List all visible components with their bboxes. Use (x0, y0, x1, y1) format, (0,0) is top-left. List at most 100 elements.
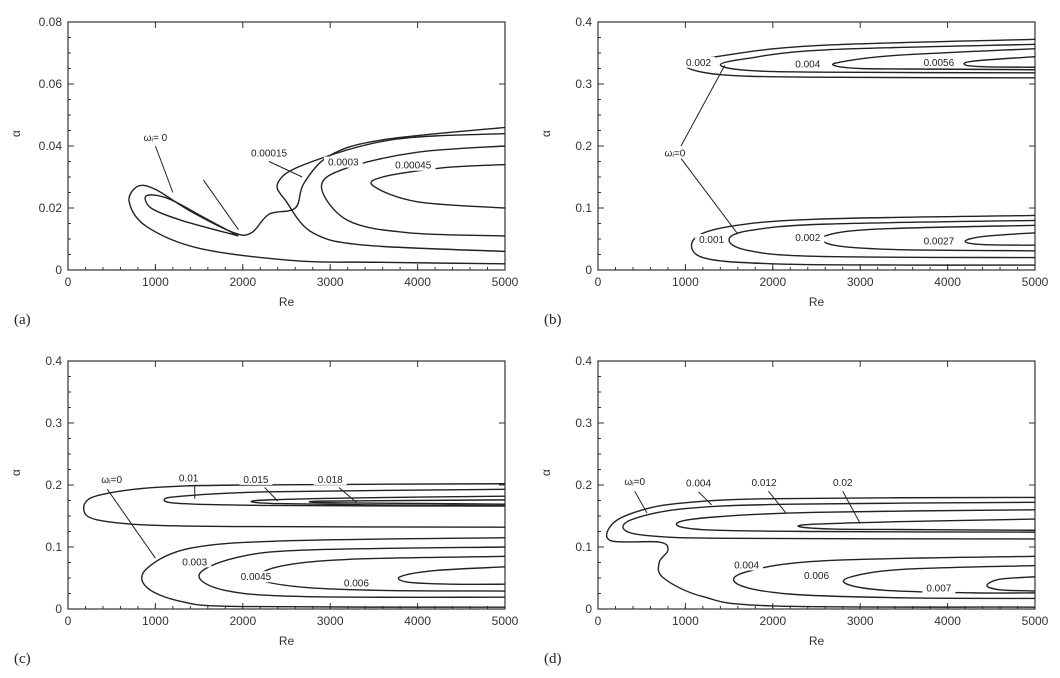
y-tick-label: 0.3 (575, 77, 592, 91)
contour-label-bg (791, 58, 825, 70)
contour-line (276, 132, 506, 253)
x-tick-label: 1000 (672, 614, 699, 628)
contour-label: ωᵢ=0 (624, 477, 645, 488)
contour-label: 0.004 (795, 60, 820, 71)
x-tick-label: 0 (65, 275, 72, 289)
contour-line (397, 566, 506, 586)
y-axis-label: α (539, 130, 553, 137)
x-tick-label: 0 (595, 275, 602, 289)
contour-line (719, 43, 1036, 74)
contour-label-bg (236, 571, 276, 583)
y-tick-label: 0.04 (39, 139, 63, 153)
x-tick-label: 1000 (142, 614, 169, 628)
contour-label-bg (747, 477, 781, 488)
contour-line (163, 488, 506, 507)
contour-chart-d: 0 1000 2000 3000 4000 5000 0 0.1 0.2 0.3 0.4 Re α (d)… (539, 354, 1049, 667)
x-tick-label: 4000 (934, 614, 961, 628)
contour-label: 0.018 (318, 475, 343, 486)
contour-line (605, 496, 1036, 608)
y-tick-label: 0 (55, 602, 62, 616)
y-tick-label: 0 (585, 602, 592, 616)
panel-label: (d) (544, 651, 562, 667)
contour-chart-c: 0 1000 2000 3000 4000 5000 0 0.1 0.2 0.3 0.4 Re α (c)… (9, 354, 519, 667)
x-tick-label: 5000 (492, 275, 519, 289)
contour-line (258, 555, 506, 592)
contour-label: 0.003 (182, 557, 207, 568)
contour-line (320, 145, 506, 237)
contour-line (250, 495, 506, 507)
x-tick-label: 5000 (1022, 275, 1049, 289)
contour-label: 0.004 (734, 560, 759, 571)
leader-line (842, 490, 861, 524)
contour-line (141, 537, 506, 608)
contour-label: 0.001 (699, 235, 724, 246)
contour-line (842, 564, 1036, 594)
contour-chart-a: 0 1000 2000 3000 4000 5000 0 0.02 0.04 0.06 0.08 Re… (9, 15, 519, 328)
contour-label-bg (246, 147, 292, 159)
contour-label: 0.012 (752, 478, 777, 489)
contour-line (370, 163, 506, 209)
chart-panel-c: 0 1000 2000 3000 4000 5000 0 0.1 0.2 0.3 0.4 Re α (c)… (0, 339, 519, 678)
y-tick-label: 0.3 (45, 416, 62, 430)
contour-label: 0.006 (344, 578, 369, 589)
contour-line (728, 219, 1036, 259)
contour-line (128, 126, 506, 265)
contour-label-bg (695, 234, 729, 246)
contour-line (690, 214, 1036, 266)
leader-line (154, 145, 174, 193)
x-tick-label: 3000 (847, 275, 874, 289)
contour-label: ωᵢ=0 (101, 475, 122, 486)
contour-line (831, 47, 1036, 71)
leader-line (768, 490, 787, 514)
chart-panel-a: 0 1000 2000 3000 4000 5000 0 0.02 0.04 0.06 0.08 Re… (0, 0, 519, 339)
plot-frame (67, 21, 506, 271)
contour-label-bg (621, 475, 649, 487)
y-tick-label: 0.2 (45, 478, 62, 492)
contour-label-bg (138, 131, 172, 143)
contour-label: 0.007 (926, 583, 951, 594)
contour-line (797, 518, 1036, 531)
contour-label-bg (313, 473, 347, 485)
contour-line (964, 232, 1036, 246)
contour-line (963, 56, 1036, 68)
y-tick-label: 0.06 (39, 77, 63, 91)
x-tick-label: 0 (65, 614, 72, 628)
contour-line (622, 501, 1036, 540)
contour-label-bg (730, 559, 764, 571)
y-tick-label: 0 (55, 263, 62, 277)
leader-line (264, 487, 279, 502)
x-tick-label: 5000 (1022, 614, 1049, 628)
panel-label: (b) (544, 312, 562, 328)
leader-line (698, 491, 712, 506)
x-tick-label: 4000 (404, 614, 431, 628)
x-axis-label: Re (809, 295, 825, 309)
y-tick-label: 0.1 (575, 201, 592, 215)
contour-label: 0.00015 (251, 148, 288, 159)
leader-line (634, 490, 648, 514)
contour-line (83, 483, 506, 528)
contour-label: 0.006 (804, 571, 829, 582)
leader-line (338, 487, 357, 503)
contour-line (144, 194, 239, 237)
contour-label: 0.00045 (395, 161, 432, 172)
contour-label: 0.0003 (328, 158, 359, 169)
leader-line (680, 158, 739, 235)
x-axis-label: Re (279, 634, 295, 648)
contour-label: 0.004 (686, 479, 711, 490)
leader-line (106, 489, 156, 559)
contour-line (198, 546, 506, 598)
contour-label-bg (178, 556, 212, 568)
contour-line (732, 555, 1036, 600)
contour-label-bg (239, 473, 273, 485)
contour-label: ωᵢ= 0 (144, 133, 168, 144)
contour-label-bg (98, 473, 126, 485)
y-tick-label: 0.4 (575, 15, 592, 29)
y-tick-label: 0.1 (575, 540, 592, 554)
contour-label: 0.002 (795, 233, 820, 244)
contour-label-bg (791, 232, 825, 244)
x-tick-label: 0 (595, 614, 602, 628)
contour-line (308, 499, 506, 505)
contour-label-bg (661, 147, 689, 159)
x-tick-label: 2000 (229, 614, 256, 628)
contour-label-bg (323, 156, 363, 168)
